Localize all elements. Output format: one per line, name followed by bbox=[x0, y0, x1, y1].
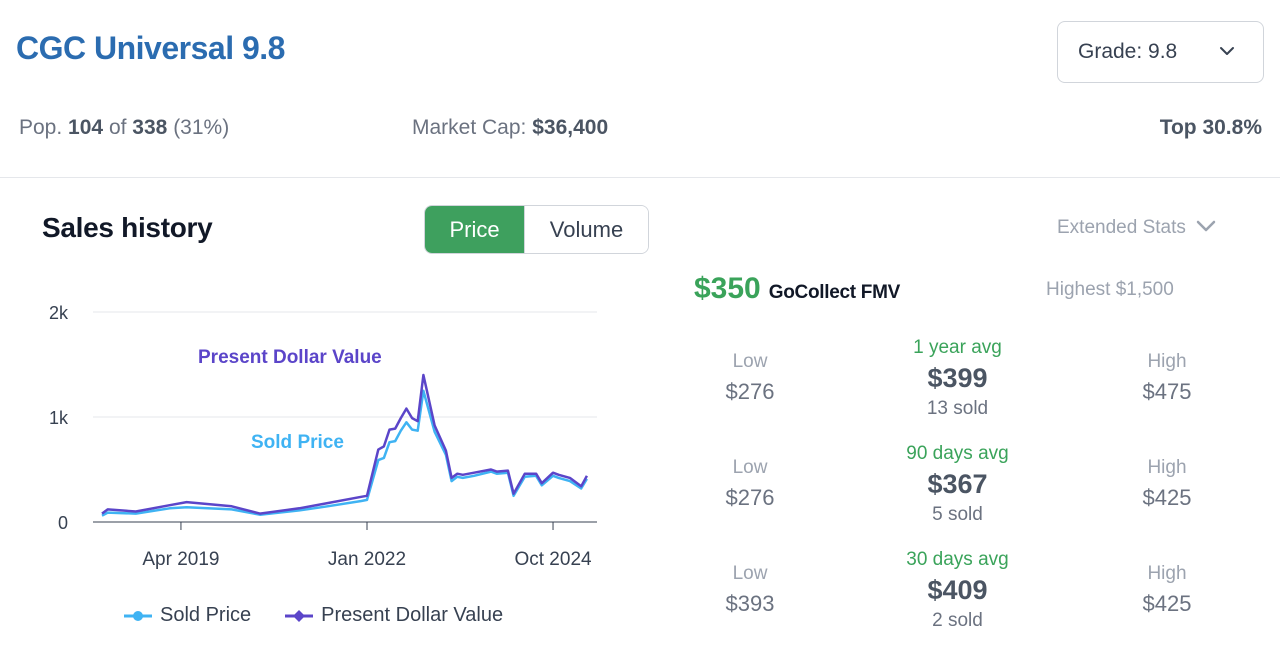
population-stats: Pop. 104 of 338 (31%) Market Cap: $36,40… bbox=[0, 116, 1280, 146]
stat-high: High $425 bbox=[1142, 457, 1192, 510]
present-dollar-value-marker-icon bbox=[285, 609, 314, 622]
stat-row-1-year: Low $276 1 year avg $399 13 sold High $4… bbox=[690, 337, 1250, 437]
fmv-label: GoCollect FMV bbox=[768, 282, 901, 303]
page-title: CGC Universal 9.8 bbox=[16, 30, 285, 66]
present-dollar-value-line bbox=[101, 373, 588, 515]
sales-history-chart: 0 1k 2k Apr 2019 Jan 2022 Oct 2024 Present Dol… bbox=[49, 303, 597, 570]
y-tick-label: 0 bbox=[58, 513, 68, 533]
legend-sold-price-label: Sold Price bbox=[160, 604, 252, 626]
x-tick-label: Oct 2024 bbox=[514, 549, 592, 570]
price-tab[interactable]: Price bbox=[425, 206, 524, 253]
y-tick-label: 1k bbox=[49, 408, 69, 428]
price-volume-toggle: Price Volume bbox=[424, 205, 649, 254]
stat-high: High $475 bbox=[1142, 351, 1192, 404]
volume-tab[interactable]: Volume bbox=[524, 206, 648, 253]
stat-high: High $425 bbox=[1142, 563, 1192, 616]
x-tick-label: Jan 2022 bbox=[328, 549, 406, 570]
divider bbox=[0, 177, 1280, 178]
top-percentile: Top 30.8% bbox=[1159, 116, 1262, 139]
sold-price-marker-icon bbox=[124, 610, 152, 621]
chevron-down-icon bbox=[1196, 217, 1216, 239]
market-cap: Market Cap: $36,400 bbox=[412, 116, 609, 139]
stat-low: Low $393 bbox=[725, 563, 775, 616]
grade-select-value: Grade: 9.8 bbox=[1078, 40, 1178, 63]
legend-present-dollar-value[interactable]: Present Dollar Value bbox=[285, 604, 503, 627]
stat-avg: 30 days avg $409 2 sold bbox=[906, 549, 1009, 631]
extended-stats-button[interactable]: Extended Stats bbox=[1057, 217, 1216, 239]
stat-row-30-days: Low $393 30 days avg $409 2 sold High $4… bbox=[690, 549, 1250, 649]
sold-price-annotation: Sold Price bbox=[251, 432, 344, 453]
legend-sold-price[interactable]: Sold Price bbox=[124, 604, 251, 627]
chevron-down-icon bbox=[1219, 41, 1235, 65]
fmv-value: $350 bbox=[694, 272, 761, 305]
fmv: $350 GoCollect FMV bbox=[694, 272, 900, 306]
y-tick-label: 2k bbox=[49, 303, 69, 323]
stat-avg: 90 days avg $367 5 sold bbox=[906, 443, 1009, 525]
stat-low: Low $276 bbox=[725, 351, 775, 404]
stat-avg: 1 year avg $399 13 sold bbox=[913, 337, 1002, 419]
grade-select[interactable]: Grade: 9.8 bbox=[1057, 21, 1264, 83]
chart-legend: Sold Price Present Dollar Value bbox=[124, 604, 537, 627]
stat-row-90-days: Low $276 90 days avg $367 5 sold High $4… bbox=[690, 443, 1250, 543]
present-dollar-value-annotation: Present Dollar Value bbox=[198, 347, 382, 368]
sales-history-title: Sales history bbox=[42, 212, 213, 243]
population: Pop. 104 of 338 (31%) bbox=[19, 116, 230, 139]
stat-low: Low $276 bbox=[725, 457, 775, 510]
x-tick-label: Apr 2019 bbox=[142, 549, 219, 570]
legend-present-dollar-value-label: Present Dollar Value bbox=[321, 604, 504, 626]
extended-stats-label: Extended Stats bbox=[1057, 217, 1186, 238]
sold-price-line bbox=[101, 389, 588, 517]
highest-price: Highest $1,500 bbox=[1046, 279, 1174, 300]
